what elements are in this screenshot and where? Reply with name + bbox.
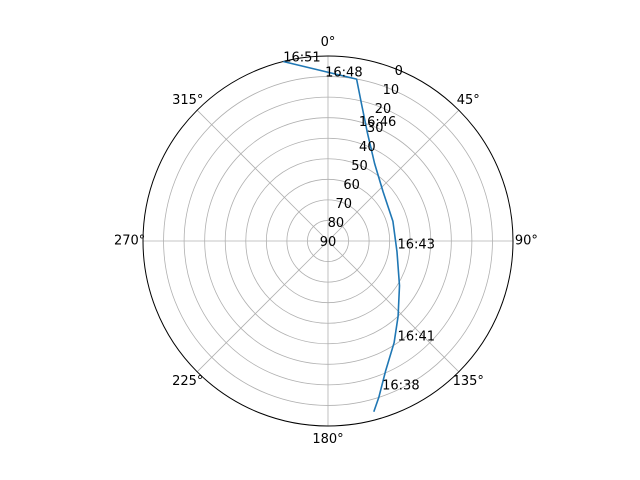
r-tick-label: 0 — [395, 64, 403, 79]
time-annotation: 16:48 — [325, 66, 362, 81]
r-tick-label: 70 — [335, 197, 352, 212]
time-annotation: 16:38 — [382, 379, 419, 394]
grid-spoke — [327, 240, 460, 373]
time-annotation: 16:46 — [359, 115, 396, 130]
r-tick-labels: 0 10 20 30 40 50 60 70 80 90 — [320, 64, 403, 250]
grid-spoke — [196, 109, 329, 242]
grid — [142, 55, 514, 427]
theta-tick-labels: 0° 45° 90° 135° 180° 225° 270° 315° — [114, 35, 538, 447]
annotations: 16:51 16:48 16:46 16:43 16:41 16:38 — [283, 50, 435, 393]
time-annotation: 16:51 — [283, 50, 320, 65]
theta-tick-label: 90° — [515, 234, 538, 249]
theta-tick-label: 225° — [172, 374, 203, 389]
theta-tick-label: 135° — [453, 374, 484, 389]
theta-tick-label: 270° — [114, 234, 145, 249]
r-tick-label: 90 — [320, 235, 337, 250]
polar-frame — [142, 55, 514, 427]
theta-tick-label: 0° — [321, 35, 336, 50]
time-annotation: 16:43 — [398, 237, 435, 252]
r-tick-label: 10 — [383, 83, 400, 98]
time-annotation: 16:41 — [398, 329, 435, 344]
theta-tick-label: 180° — [312, 432, 343, 447]
r-tick-label: 40 — [359, 140, 376, 155]
grid-spoke — [327, 109, 460, 242]
r-tick-label: 30 — [367, 121, 384, 136]
grid-spoke — [196, 240, 329, 373]
r-tick-label: 20 — [375, 102, 392, 117]
r-tick-label: 50 — [351, 159, 368, 174]
r-tick-label: 60 — [343, 178, 360, 193]
series-line — [283, 60, 401, 413]
series-layer — [283, 60, 401, 413]
theta-tick-label: 45° — [457, 93, 480, 108]
r-tick-label: 80 — [328, 216, 345, 231]
theta-tick-label: 315° — [172, 93, 203, 108]
